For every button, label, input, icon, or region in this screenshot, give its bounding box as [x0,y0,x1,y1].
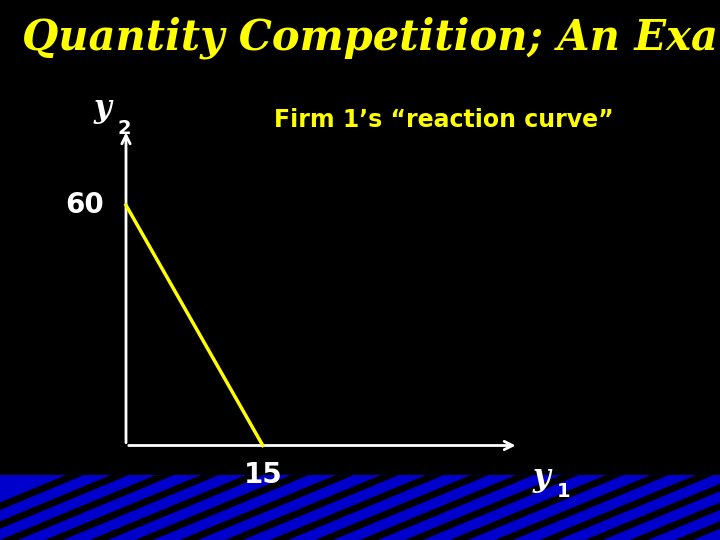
Polygon shape [0,475,174,540]
Polygon shape [0,475,128,540]
Polygon shape [585,475,720,540]
Text: 15: 15 [243,461,282,489]
Polygon shape [405,475,579,540]
Text: Quantity Competition; An Example: Quantity Competition; An Example [22,16,720,59]
Polygon shape [360,475,534,540]
Polygon shape [180,475,354,540]
Polygon shape [135,475,308,540]
Text: 2: 2 [117,119,131,138]
Polygon shape [540,475,714,540]
Text: Firm 1’s “reaction curve”: Firm 1’s “reaction curve” [274,108,613,132]
Polygon shape [90,475,264,540]
Polygon shape [0,475,84,540]
Polygon shape [45,475,219,540]
Polygon shape [270,475,444,540]
Polygon shape [315,475,488,540]
Polygon shape [675,475,720,540]
Polygon shape [450,475,624,540]
Bar [0,475,720,540]
Text: y: y [94,93,112,124]
Polygon shape [495,475,668,540]
Text: 1: 1 [557,482,570,501]
Text: 60: 60 [66,191,104,219]
Text: y: y [533,462,551,494]
Polygon shape [225,475,399,540]
Polygon shape [630,475,720,540]
